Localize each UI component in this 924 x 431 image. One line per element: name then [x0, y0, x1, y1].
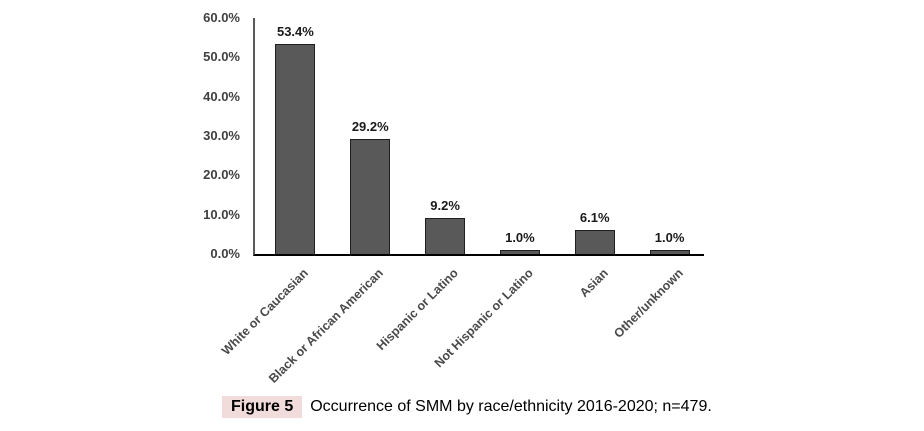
bar — [574, 230, 615, 254]
y-axis: 0.0% 10.0% 20.0% 30.0% 40.0% 50.0% 60.0% — [0, 10, 240, 261]
y-tick-label: 50.0% — [203, 49, 240, 65]
y-tick-label: 30.0% — [203, 128, 240, 143]
bar — [350, 139, 391, 254]
bar-value-label: 53.4% — [276, 24, 314, 39]
bar — [499, 250, 540, 254]
bar-value-label: 9.2% — [430, 198, 460, 213]
y-tick-label: 60.0% — [203, 10, 240, 25]
y-tick-label: 20.0% — [203, 167, 240, 183]
figure-number-label: Figure 5 — [222, 396, 303, 418]
bar — [425, 218, 466, 254]
bar-value-label: 1.0% — [505, 230, 535, 245]
bar-value-label: 6.1% — [579, 210, 610, 225]
x-axis: White or Caucasian Black or African Ameri… — [219, 256, 702, 386]
bar — [275, 44, 316, 254]
bar-value-label: 29.2% — [351, 119, 389, 134]
bar-value-label: 1.0% — [654, 230, 685, 245]
bar-chart: 0.0% 10.0% 20.0% 30.0% 40.0% 50.0% 60.0% 53.4%… — [0, 10, 704, 386]
plot-area: 53.4% 29.2% 9.2% 1.0% 6.1% 1.0% — [253, 18, 704, 256]
figure-caption: Figure 5 Occurrence of SMM by race/ethnic… — [222, 396, 712, 418]
y-tick-label: 40.0% — [203, 88, 240, 104]
x-category-label: Hispanic or Latino — [373, 266, 461, 354]
figure-caption-text: Occurrence of SMM by race/ethnicity 2016… — [310, 398, 712, 415]
y-tick-label: 0.0% — [210, 246, 240, 261]
x-category-label: Asian — [576, 266, 611, 300]
y-tick-label: 10.0% — [203, 206, 240, 222]
x-category-label: Other/unknown — [610, 266, 686, 341]
bar — [649, 250, 690, 254]
